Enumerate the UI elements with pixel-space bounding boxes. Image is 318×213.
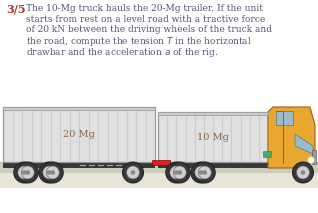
Bar	[263, 151, 271, 157]
Circle shape	[177, 170, 182, 175]
Polygon shape	[268, 107, 315, 168]
Circle shape	[170, 166, 183, 179]
Bar	[158, 162, 298, 168]
Bar	[0, 173, 318, 188]
Text: 3/5: 3/5	[6, 4, 26, 15]
Circle shape	[17, 162, 38, 183]
Circle shape	[127, 166, 140, 179]
Circle shape	[199, 170, 204, 175]
Circle shape	[21, 166, 34, 179]
Circle shape	[174, 170, 179, 175]
FancyBboxPatch shape	[158, 112, 268, 115]
Circle shape	[198, 166, 211, 179]
Polygon shape	[295, 134, 313, 154]
Text: starts from rest on a level road with a tractive force: starts from rest on a level road with a …	[26, 14, 265, 23]
Circle shape	[194, 162, 215, 183]
Circle shape	[296, 166, 309, 179]
FancyBboxPatch shape	[158, 112, 268, 162]
Circle shape	[203, 170, 207, 175]
Circle shape	[18, 166, 31, 179]
Text: 10 Mg: 10 Mg	[197, 132, 229, 141]
Circle shape	[169, 162, 190, 183]
Circle shape	[42, 162, 63, 183]
Bar	[152, 160, 170, 165]
Circle shape	[308, 157, 315, 164]
Circle shape	[51, 170, 55, 175]
Circle shape	[122, 162, 143, 183]
Text: the road, compute the tension $T$ in the horizontal: the road, compute the tension $T$ in the…	[26, 36, 252, 49]
Text: The 10-Mg truck hauls the 20-Mg trailer. If the unit: The 10-Mg truck hauls the 20-Mg trailer.…	[26, 4, 263, 13]
Circle shape	[301, 170, 305, 175]
FancyBboxPatch shape	[3, 107, 155, 162]
Circle shape	[46, 166, 59, 179]
Circle shape	[191, 162, 212, 183]
Circle shape	[47, 170, 52, 175]
Bar	[312, 150, 316, 164]
FancyBboxPatch shape	[3, 107, 155, 110]
Circle shape	[131, 170, 135, 175]
Bar	[3, 162, 155, 168]
Bar	[0, 162, 318, 175]
Circle shape	[22, 170, 27, 175]
Text: 20 Mg: 20 Mg	[63, 130, 95, 139]
Text: drawbar and the acceleration $a$ of the rig.: drawbar and the acceleration $a$ of the …	[26, 46, 218, 59]
Circle shape	[173, 166, 186, 179]
Circle shape	[43, 166, 56, 179]
Circle shape	[293, 162, 314, 183]
Circle shape	[14, 162, 35, 183]
Circle shape	[39, 162, 60, 183]
Text: of 20 kN between the driving wheels of the truck and: of 20 kN between the driving wheels of t…	[26, 25, 272, 34]
Circle shape	[25, 170, 30, 175]
Circle shape	[166, 162, 187, 183]
Polygon shape	[276, 111, 293, 125]
Circle shape	[195, 166, 208, 179]
